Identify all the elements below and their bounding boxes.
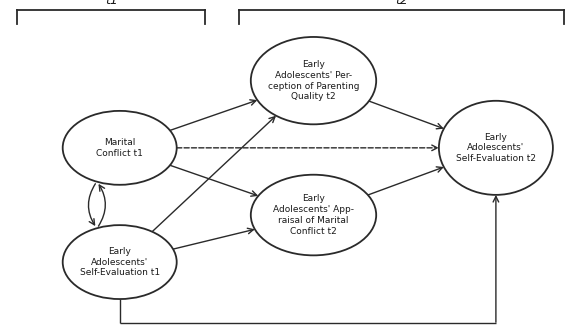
Ellipse shape [439, 101, 553, 195]
Ellipse shape [251, 37, 376, 124]
Ellipse shape [63, 225, 177, 299]
Text: Early
Adolescents' App-
raisal of Marital
Conflict t2: Early Adolescents' App- raisal of Marita… [273, 195, 354, 236]
Text: Early
Adolescents'
Self-Evaluation t2: Early Adolescents' Self-Evaluation t2 [456, 133, 536, 163]
Text: t1: t1 [105, 0, 117, 7]
Text: t2: t2 [396, 0, 408, 7]
Ellipse shape [63, 111, 177, 185]
Text: Early
Adolescents'
Self-Evaluation t1: Early Adolescents' Self-Evaluation t1 [80, 247, 160, 277]
Text: Early
Adolescents' Per-
ception of Parenting
Quality t2: Early Adolescents' Per- ception of Paren… [268, 60, 359, 101]
Ellipse shape [251, 175, 376, 255]
Text: Marital
Conflict t1: Marital Conflict t1 [96, 138, 143, 158]
